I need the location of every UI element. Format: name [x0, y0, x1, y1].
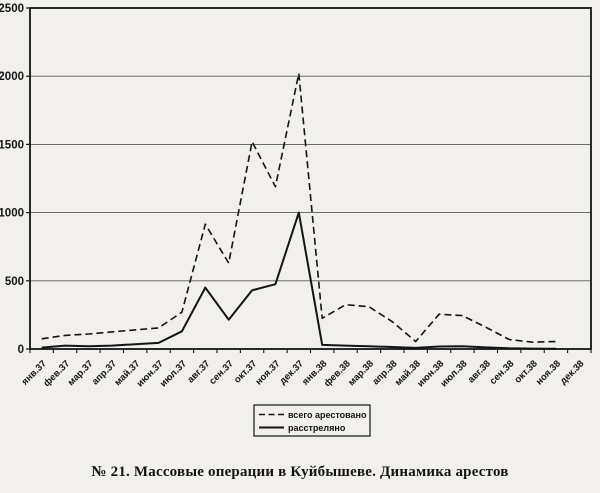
x-axis-label: фев.37	[41, 358, 72, 389]
y-axis-label: 500	[5, 276, 24, 288]
series-line-executed	[41, 211, 556, 350]
y-axis-label: 2000	[0, 71, 24, 83]
legend-box	[253, 404, 371, 437]
plot-frame	[29, 7, 592, 350]
x-axis-label: сен.38	[488, 358, 517, 387]
x-axis-label: дек.38	[558, 358, 586, 386]
x-axis-label: сен.37	[207, 358, 236, 387]
chart-caption: № 21. Массовые операции в Куйбышеве. Дин…	[91, 464, 509, 480]
x-axis-label: ноя.38	[534, 358, 563, 387]
x-axis-label: фев.38	[322, 358, 353, 389]
x-axis-label: мар.38	[346, 358, 376, 388]
y-axis-label: 0	[18, 344, 24, 356]
x-axis-label: ноя.37	[253, 358, 282, 387]
y-axis-label: 2500	[0, 3, 24, 15]
legend-label: расстреляно	[288, 423, 346, 433]
arrests-line-chart: 05001000150020002500янв.37фев.37мар.37ап…	[0, 3, 592, 437]
series-line-arrested-total	[41, 72, 556, 344]
x-axis-label: мар.37	[66, 358, 96, 388]
legend-label: всего арестовано	[288, 410, 367, 420]
y-axis-label: 1500	[0, 139, 24, 151]
y-axis-label: 1000	[0, 208, 24, 220]
